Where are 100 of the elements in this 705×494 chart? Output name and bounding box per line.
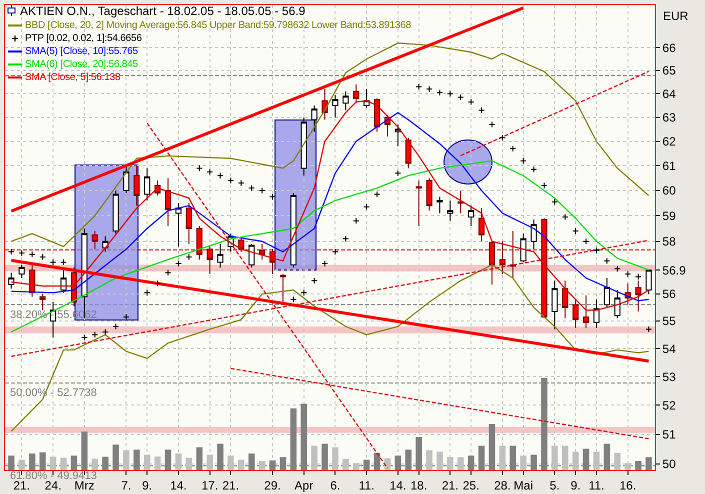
point [8, 248, 15, 256]
x-tick-label: 25. [462, 478, 480, 492]
candlestick [635, 280, 642, 312]
candlestick [60, 268, 67, 294]
x-tick-label: 21. [222, 478, 240, 492]
y-tick-label: 62 [662, 134, 676, 149]
point [478, 106, 485, 114]
candlestick [426, 178, 432, 212]
candlestick [510, 230, 516, 279]
point [624, 270, 632, 278]
point [352, 218, 360, 224]
y-tick-label: 54 [662, 342, 676, 356]
candlestick [614, 289, 620, 319]
candlestick [374, 98, 380, 132]
y-tick-label: 64 [662, 86, 676, 101]
candlestick [405, 137, 412, 169]
x-tick-label: 14. [170, 478, 187, 492]
point [520, 158, 527, 164]
x-tick-label: 29. [264, 478, 281, 492]
point [81, 334, 88, 341]
candlestick [196, 225, 202, 260]
point [540, 182, 548, 189]
point [426, 86, 433, 92]
candlestick [646, 270, 652, 295]
candlestick [342, 90, 349, 111]
point [614, 265, 621, 272]
legend-label: PTP [0.02, 0.02, 1]:54.6656 [25, 32, 142, 45]
candlestick [541, 218, 548, 319]
candlestick [447, 200, 454, 222]
candlestick [164, 178, 172, 226]
point [248, 184, 255, 192]
candlestick [530, 219, 537, 250]
point [604, 258, 610, 264]
x-tick-label: 28. [494, 478, 511, 492]
candlestick [394, 124, 401, 147]
point [342, 235, 349, 242]
candlestick [186, 202, 192, 244]
candlestick [458, 190, 464, 214]
point [112, 323, 120, 330]
point [206, 168, 214, 176]
point [39, 254, 46, 260]
point [499, 134, 506, 142]
legend-label: SMA(5) [Close, 10]:55.765 [25, 45, 138, 58]
point [572, 228, 579, 234]
legend-label: BBD [Close, 20, 2] Moving Average:56.845 Upper Band:59.798632 Lower Band:53.891368 [25, 19, 411, 32]
point [50, 258, 56, 266]
candlestick [562, 280, 568, 319]
candlestick [217, 243, 224, 268]
point [582, 238, 590, 245]
x-tick-label: 6. [330, 478, 340, 492]
point [175, 260, 182, 267]
x-tick-label: 14. [390, 478, 406, 492]
x-tick-label: Mai [514, 478, 533, 492]
point [122, 314, 130, 320]
candlestick [582, 294, 590, 328]
x-tick-label: 17. [201, 478, 218, 492]
point [186, 254, 192, 260]
point [394, 170, 402, 176]
candlestick [29, 264, 36, 298]
chart-title: AKTIEN O.N., Tageschart - 18.02.05 - 18.05.05 - 56.9 [20, 4, 306, 18]
legend-label: SMA [Close, 5]:56.138 [25, 71, 120, 84]
candlestick [259, 243, 266, 260]
candlestick [300, 116, 307, 176]
y-tick-label: 55 [662, 314, 676, 328]
candlestick [40, 294, 46, 311]
y-tick-label: 52 [662, 398, 676, 412]
y-tick-label: 58 [662, 234, 676, 249]
point [290, 296, 297, 303]
point [92, 331, 98, 338]
point [144, 289, 150, 296]
x-tick-label: 21. [442, 478, 459, 492]
point [164, 269, 172, 276]
candlestick [499, 240, 506, 275]
candlestick [353, 84, 360, 104]
point [446, 90, 454, 98]
x-tick-label: 11. [358, 478, 374, 492]
candlestick [134, 165, 140, 206]
legend-label: SMA(6) [Close, 20]:56.845 [25, 58, 138, 71]
candlestick [478, 208, 485, 242]
y-axis-title: EUR [663, 9, 689, 23]
point [227, 177, 234, 184]
candlestick [593, 298, 600, 328]
point [551, 198, 558, 206]
point [216, 172, 224, 179]
candlestick [520, 233, 526, 263]
y-tick-label: 65 [662, 64, 676, 78]
point [562, 214, 568, 220]
point [416, 83, 422, 90]
line-series [10, 160, 650, 333]
point [510, 145, 516, 152]
x-tick-label: 11. [588, 478, 604, 492]
y-tick-label: 56 [662, 287, 676, 302]
candlestick [8, 272, 14, 290]
point [593, 247, 600, 254]
candlestick [92, 230, 98, 250]
point [321, 260, 328, 267]
y-tick-label: 63 [662, 110, 676, 125]
y-tick-label: 56.9 [662, 263, 686, 278]
point [154, 280, 161, 287]
point [457, 94, 464, 101]
